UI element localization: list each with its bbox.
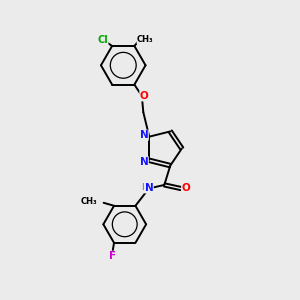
Text: CH₃: CH₃ [137,35,154,44]
Text: O: O [182,184,190,194]
Text: O: O [140,91,148,101]
Text: F: F [109,251,116,261]
Text: N: N [140,130,148,140]
Text: N: N [145,183,153,193]
Text: Cl: Cl [97,35,108,45]
Text: N: N [140,157,148,167]
Text: H: H [142,183,149,192]
Text: CH₃: CH₃ [80,197,97,206]
